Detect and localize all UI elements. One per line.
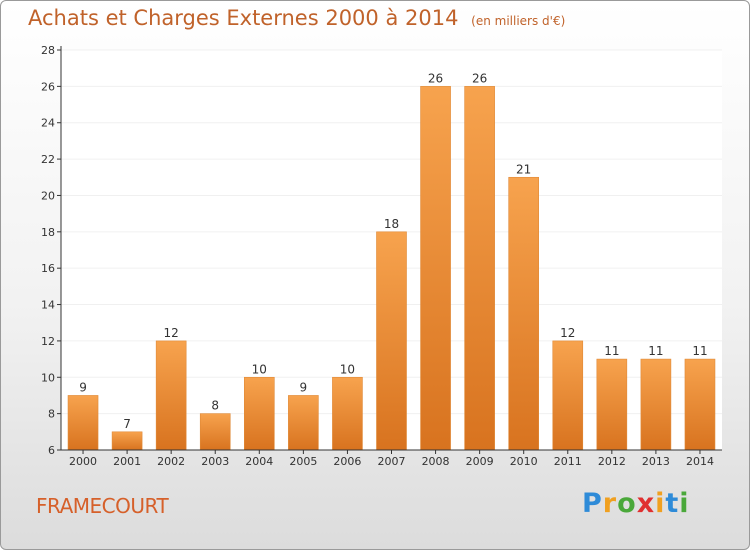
data-label: 18 <box>384 217 399 231</box>
x-tick-label: 2014 <box>686 455 714 468</box>
x-tick-label: 2007 <box>378 455 406 468</box>
x-tick-label: 2012 <box>598 455 626 468</box>
y-tick-label: 14 <box>41 299 55 312</box>
commune-name: FRAMECOURT <box>36 494 169 518</box>
data-label: 11 <box>604 344 619 358</box>
y-tick-label: 20 <box>41 189 55 202</box>
bar <box>552 340 584 451</box>
y-tick-label: 28 <box>41 44 55 57</box>
logo-letter: r <box>602 488 618 519</box>
bar <box>244 376 275 451</box>
x-tick-label: 2006 <box>333 455 361 468</box>
x-tick-label: 2013 <box>642 455 670 468</box>
bar <box>464 86 495 451</box>
bar <box>376 231 407 451</box>
x-tick-label: 2002 <box>157 455 185 468</box>
data-label: 12 <box>560 326 575 340</box>
x-tick-label: 2005 <box>289 455 317 468</box>
x-tick-label: 2000 <box>69 455 97 468</box>
bar <box>508 176 540 451</box>
x-tick-label: 2011 <box>554 455 582 468</box>
bar <box>596 358 628 451</box>
x-tick-label: 2009 <box>466 455 494 468</box>
bar <box>420 86 451 451</box>
data-label: 12 <box>164 326 179 340</box>
logo-letter: o <box>617 488 637 519</box>
data-label: 21 <box>516 162 531 176</box>
x-tick-label: 2004 <box>245 455 273 468</box>
bar <box>288 395 319 451</box>
y-tick-label: 16 <box>41 262 55 275</box>
chart-title-text: Achats et Charges Externes 2000 à 2014 <box>28 6 459 30</box>
data-label: 9 <box>79 380 87 394</box>
y-tick-label: 12 <box>41 335 55 348</box>
bar <box>684 358 716 451</box>
logo-letter: P <box>582 488 603 519</box>
logo-letter: t <box>665 488 680 519</box>
data-label: 26 <box>472 71 487 85</box>
data-label: 10 <box>252 362 267 376</box>
data-label: 8 <box>211 399 219 413</box>
x-tick-label: 2001 <box>113 455 141 468</box>
logo-letter: i <box>655 488 666 519</box>
data-label: 7 <box>123 417 131 431</box>
y-tick-label: 22 <box>41 153 55 166</box>
logo-letter: i <box>679 488 690 519</box>
x-tick-label: 2003 <box>201 455 229 468</box>
chart-subtitle: (en milliers d'€) <box>471 14 566 28</box>
logo-letter: x <box>636 488 656 519</box>
proxiti-logo: Proxiti <box>582 488 690 519</box>
data-label: 10 <box>340 362 355 376</box>
y-tick-label: 6 <box>48 444 55 457</box>
data-label: 11 <box>648 344 663 358</box>
y-tick-label: 8 <box>48 408 55 421</box>
bar <box>111 431 143 451</box>
bar <box>199 413 231 451</box>
data-label: 11 <box>692 344 707 358</box>
x-tick-label: 2008 <box>422 455 450 468</box>
y-tick-label: 18 <box>41 226 55 239</box>
y-tick-label: 26 <box>41 80 55 93</box>
bar <box>640 358 672 451</box>
y-tick-label: 10 <box>41 371 55 384</box>
data-label: 26 <box>428 71 443 85</box>
chart-title: Achats et Charges Externes 2000 à 2014 (… <box>28 6 565 30</box>
bar <box>67 395 99 451</box>
bar <box>155 340 187 451</box>
data-label: 9 <box>300 380 308 394</box>
bar <box>332 376 363 451</box>
y-tick-label: 24 <box>41 117 55 130</box>
x-tick-label: 2010 <box>510 455 538 468</box>
